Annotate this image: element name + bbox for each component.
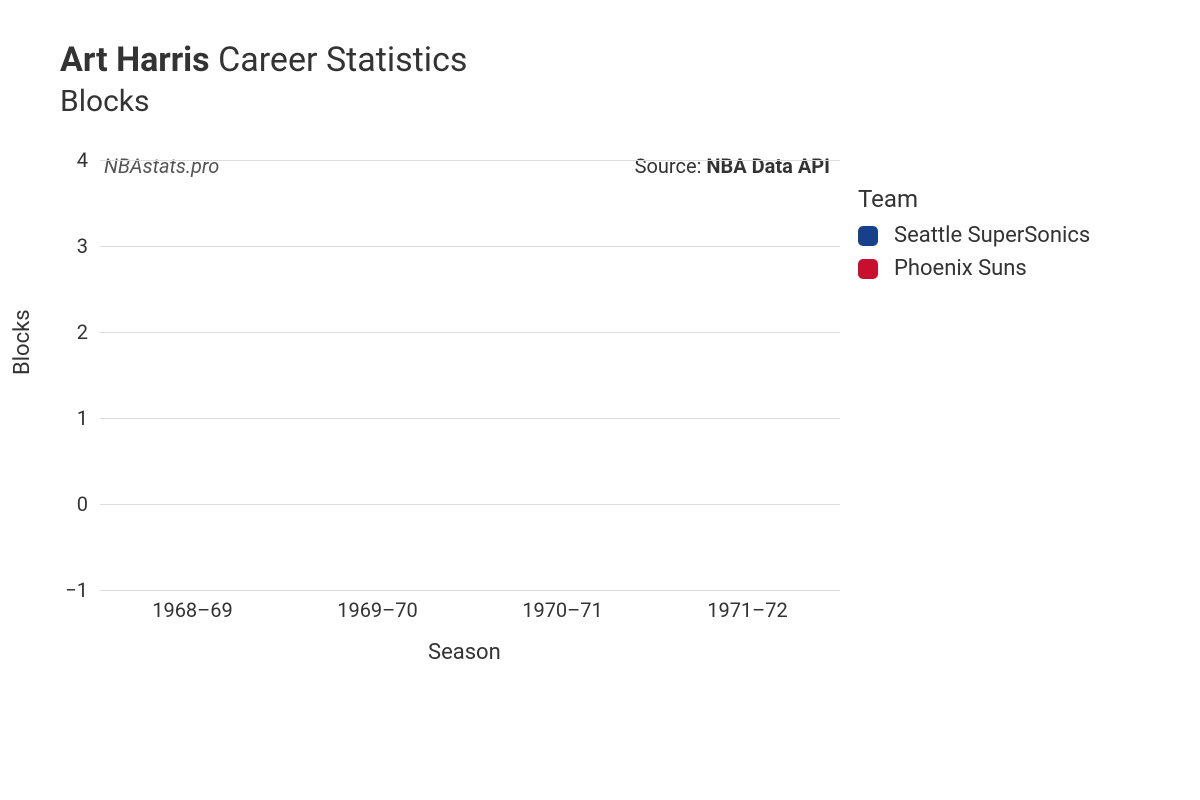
- gridline: [100, 418, 840, 419]
- x-tick-label: 1971–72: [707, 598, 788, 622]
- gridline: [100, 332, 840, 333]
- y-axis-title: Blocks: [10, 309, 35, 375]
- y-tick-label: 2: [48, 320, 88, 344]
- legend: Team Seattle SuperSonics Phoenix Suns: [858, 185, 1090, 289]
- gridline: [100, 160, 840, 161]
- gridline: [100, 246, 840, 247]
- x-axis-title: Season: [428, 640, 501, 665]
- legend-title: Team: [858, 185, 1090, 213]
- x-tick-label: 1969–70: [337, 598, 418, 622]
- x-tick-label: 1968–69: [152, 598, 233, 622]
- legend-item: Phoenix Suns: [858, 256, 1090, 281]
- source-attribution: Source: NBA Data API: [635, 154, 830, 178]
- legend-swatch: [858, 226, 878, 246]
- legend-swatch: [858, 259, 878, 279]
- x-tick-label: 1970–71: [522, 598, 603, 622]
- y-tick-label: 1: [48, 406, 88, 430]
- watermark-text: NBAstats.pro: [104, 154, 219, 178]
- y-tick-label: 3: [48, 234, 88, 258]
- chart-container: Art Harris Career Statistics Blocks Bloc…: [0, 0, 1200, 800]
- y-tick-label: 4: [48, 148, 88, 172]
- title-block: Art Harris Career Statistics Blocks: [60, 40, 467, 119]
- chart-subtitle: Blocks: [60, 84, 467, 119]
- legend-label: Phoenix Suns: [894, 256, 1027, 281]
- legend-label: Seattle SuperSonics: [894, 223, 1090, 248]
- source-prefix: Source:: [635, 154, 707, 178]
- player-name: Art Harris: [60, 40, 210, 80]
- gridline: [100, 504, 840, 505]
- y-tick-label: 0: [48, 492, 88, 516]
- y-tick-label: −1: [48, 578, 88, 602]
- chart-title: Art Harris Career Statistics: [60, 40, 467, 80]
- gridline: [100, 590, 840, 591]
- plot-area: NBAstats.pro Source: NBA Data API −10123…: [100, 160, 840, 590]
- legend-item: Seattle SuperSonics: [858, 223, 1090, 248]
- source-name: NBA Data API: [706, 154, 830, 178]
- title-suffix: Career Statistics: [218, 40, 467, 80]
